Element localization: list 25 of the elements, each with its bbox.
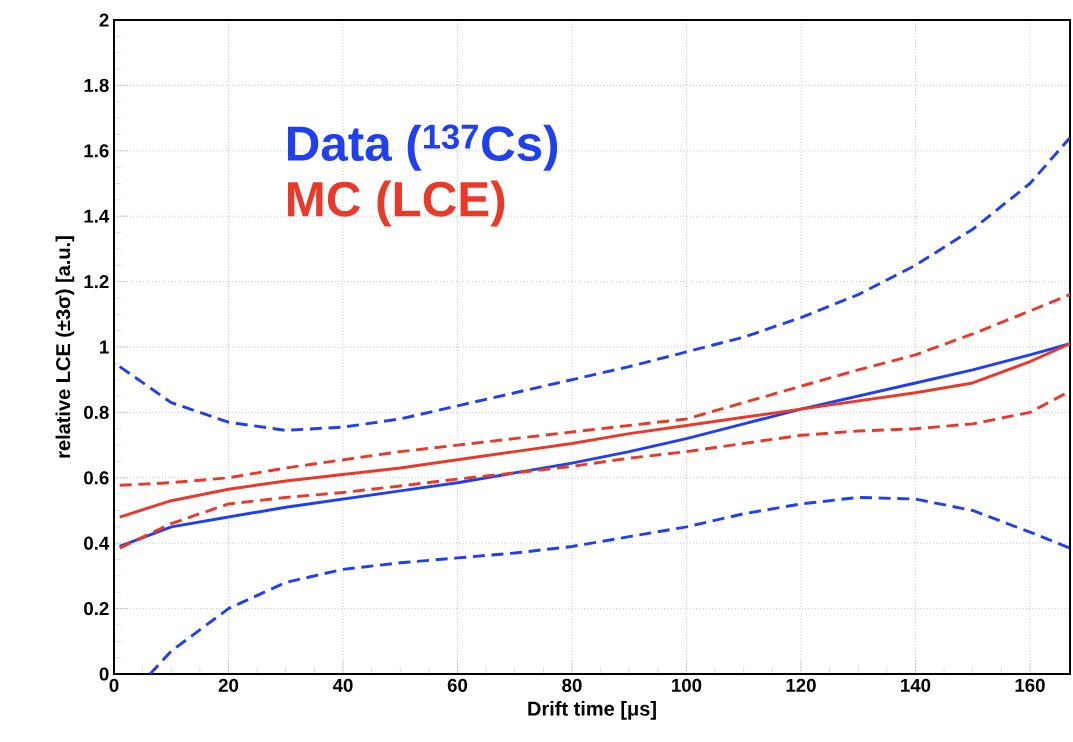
- y-tick-label: 1.6: [84, 144, 109, 158]
- y-tick-label: 1.4: [84, 209, 110, 223]
- line-series: [148, 495, 1071, 674]
- text: MC (LCE): [288, 180, 505, 227]
- x-tick-label: 40: [332, 678, 353, 692]
- y-tick-label: 1.8: [84, 78, 109, 93]
- y-tick-label: 0.6: [84, 471, 109, 485]
- x-tick-label: 100: [672, 678, 702, 692]
- x-tick-label: 20: [218, 678, 239, 692]
- x-tick-label: 160: [1015, 678, 1045, 692]
- y-tick-label: 1.2: [84, 275, 109, 289]
- y-tick-label: 0.4: [84, 536, 110, 550]
- y-tick-label: 2: [99, 13, 109, 27]
- x-axis-title: Drift time [μs]: [528, 701, 656, 720]
- x-tick-label: 0: [109, 678, 119, 692]
- text: Data ($^{137}$Cs): [288, 124, 558, 171]
- y-axis-title: relative LCE (±3σ) [a.u.]: [55, 236, 75, 458]
- x-tick-label: 60: [447, 678, 468, 692]
- y-tick-label: 0.8: [84, 405, 109, 420]
- x-tick-label: 140: [901, 678, 931, 692]
- y-tick-label: 0: [99, 667, 109, 681]
- x-tick-label: 120: [786, 678, 816, 692]
- y-tick-label: 1: [100, 340, 109, 354]
- x-tick-label: 80: [562, 678, 582, 692]
- y-tick-label: 0.2: [84, 601, 109, 616]
